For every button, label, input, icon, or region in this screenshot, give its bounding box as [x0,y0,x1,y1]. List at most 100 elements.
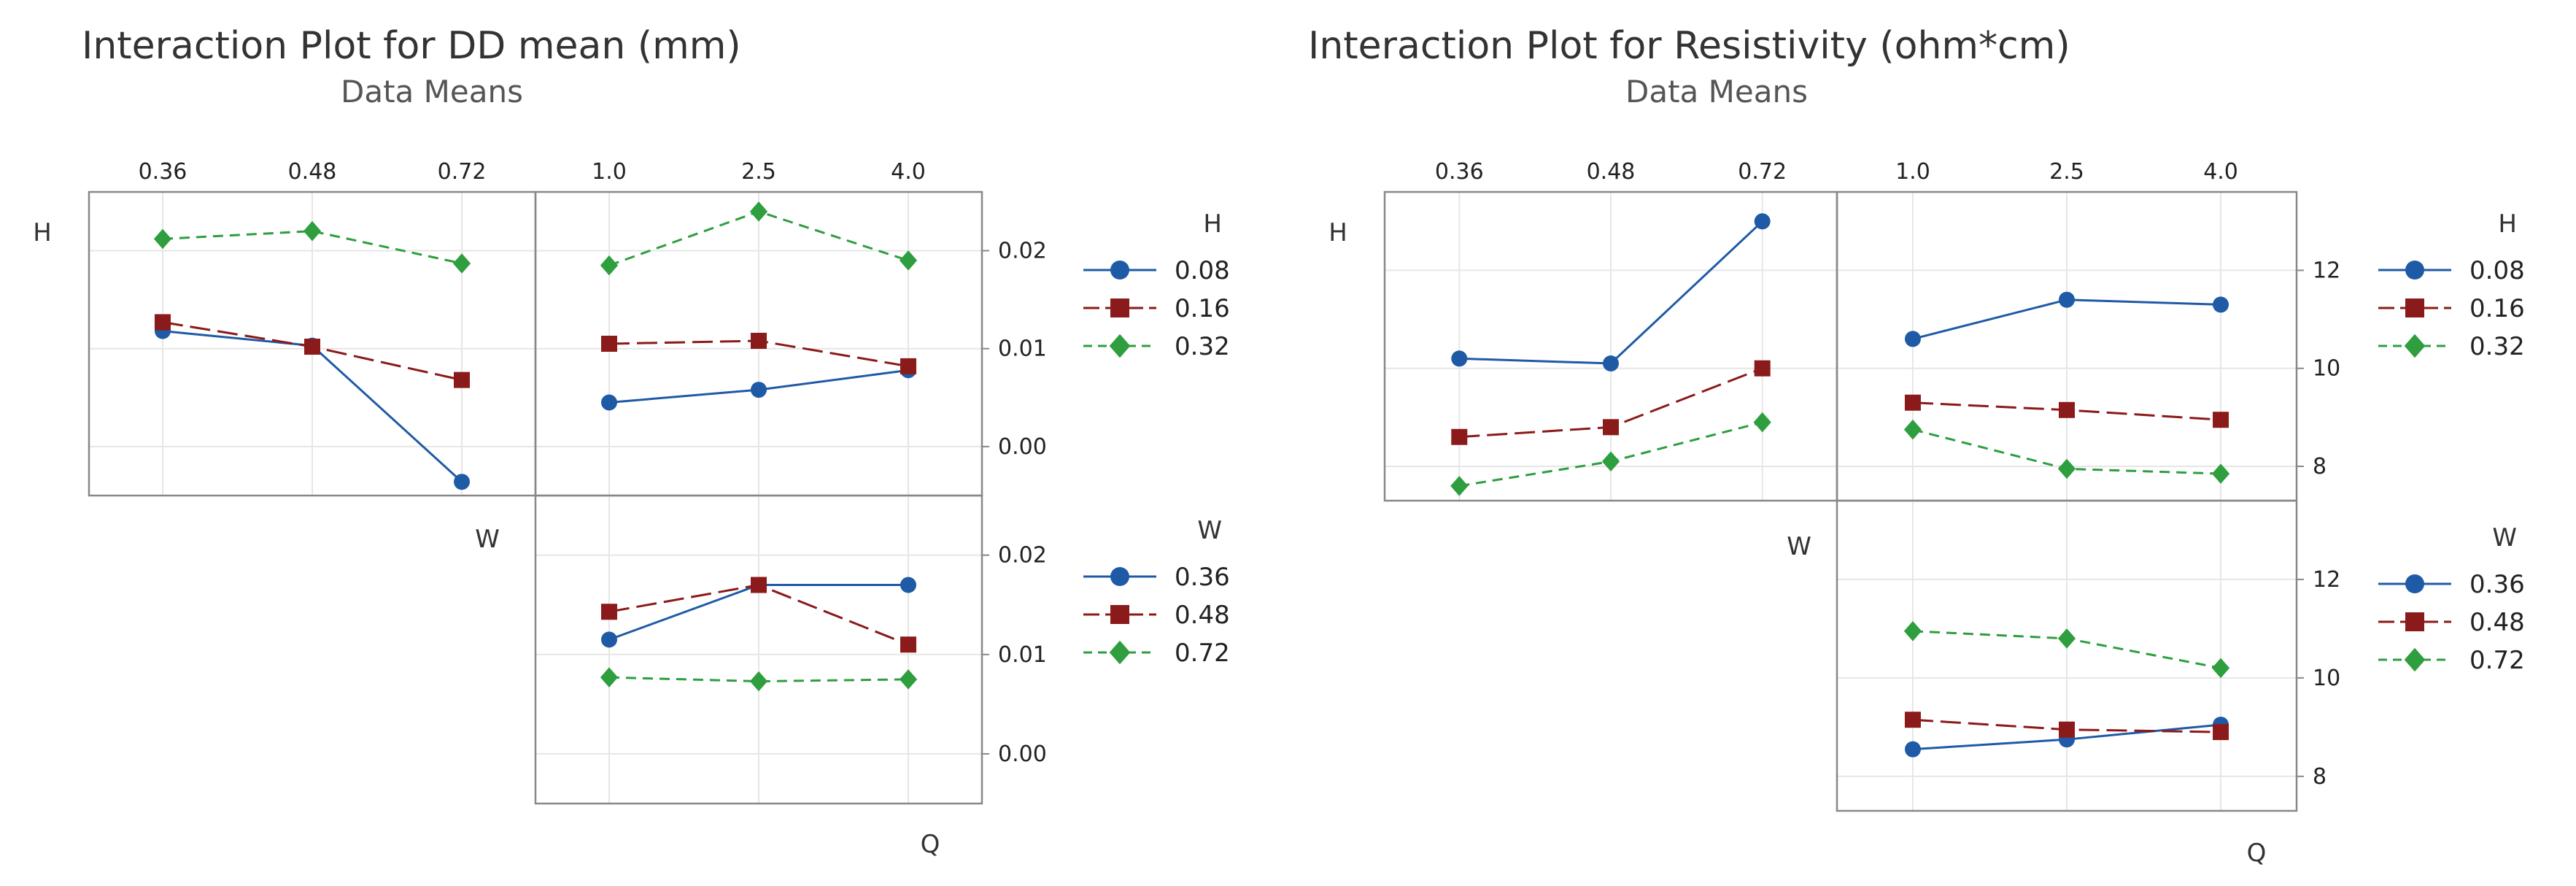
chart1-subtitle: Data Means [341,74,523,109]
chart1-w-by-q-point-0.48-1 [751,577,767,593]
chart2-legend-h-label-1: 0.16 [2469,294,2525,323]
chart1-ytick-1-1: 0.01 [998,642,1047,668]
chart2-h-by-w-point-0.16-0 [1451,428,1468,445]
chart2-h-by-q-point-0.08-1 [2059,291,2075,308]
chart1-w-tick-0: 0.36 [139,159,187,185]
chart2-h-by-w-point-0.32-0 [1450,476,1469,496]
chart2-q-tick-0: 1.0 [1895,159,1930,185]
chart2-h-by-w-point-0.08-0 [1451,350,1468,367]
chart1-h-by-w-point-0.16-1 [304,339,320,355]
chart1-legend-h-label-2: 0.32 [1175,332,1230,361]
chart1-w-by-q-point-0.36-0 [600,631,617,648]
chart1-legend-h-title: H [1203,209,1222,239]
chart2-w-by-q-point-0.48-1 [2059,721,2075,738]
chart2-legend-w-title: W [2492,523,2517,552]
chart1-h-by-q-point-0.16-2 [900,358,917,374]
chart1-title: Interaction Plot for DD mean (mm) [82,24,741,68]
chart1-ytick-1-2: 0.02 [998,543,1047,569]
chart2-h-by-q-point-0.16-2 [2213,412,2229,428]
chart1-q-tick-0: 1.0 [592,159,627,185]
chart2-legend-h-label-2: 0.32 [2469,332,2525,361]
chart1-w-tick-1: 0.48 [288,159,337,185]
chart2-h-by-w-point-0.32-1 [1601,451,1620,472]
chart2-legend-w-marker-2 [2404,647,2426,672]
chart2-ytick-1-0: 8 [2313,764,2326,790]
chart2-w-by-q-frame [1836,499,2298,812]
chart2-w-tick-0: 0.36 [1435,159,1484,185]
chart2-legend-h-title: H [2498,209,2517,239]
chart1-h-by-q-point-0.08-0 [600,394,617,411]
chart1-q-tick-2: 4.0 [891,159,926,185]
chart2-w-by-q-point-0.72-1 [2057,628,2076,649]
chart1-legend-w-marker-1 [1110,605,1129,624]
chart2-h-by-q-point-0.32-0 [1903,419,1922,440]
chart2-w-by-q-point-0.48-0 [1904,712,1921,728]
chart2-h-by-w-point-0.16-1 [1603,419,1619,436]
chart1-h-by-w-line-0.32 [162,230,463,265]
chart1-w-by-q-point-0.72-1 [749,671,768,692]
chart1-factor-q-label: Q [921,830,940,859]
chart1-factor-h-label: H [33,218,52,247]
chart2-legend-w-label-2: 0.72 [2469,646,2525,675]
chart2-subtitle: Data Means [1625,74,1808,109]
chart2-h-by-w-point-0.08-2 [1754,213,1771,230]
chart2-legend-h-marker-0 [2405,261,2424,280]
chart2-h-by-w-point-0.16-2 [1754,360,1771,377]
chart2-h-by-q-point-0.32-2 [2211,463,2230,484]
chart1-legend-h-label-1: 0.16 [1175,294,1230,323]
chart1-h-by-w-point-0.32-2 [452,253,471,274]
chart2-legend-w-label-1: 0.48 [2469,608,2525,637]
chart2-title: Interaction Plot for Resistivity (ohm*cm… [1308,24,2070,68]
chart1-legend-h-marker-1 [1110,298,1129,317]
chart1-w-by-q-point-0.36-2 [900,577,917,593]
chart2-q-tick-2: 4.0 [2203,159,2238,185]
chart1-ytick-0-0: 0.00 [998,434,1047,460]
chart2-legend-h-marker-2 [2404,334,2426,358]
chart1-h-by-w-point-0.32-1 [303,220,322,242]
chart1-legend-w-marker-0 [1110,567,1129,586]
chart2-w-by-q-point-0.72-2 [2211,658,2230,679]
chart2-factor-w-label: W [1787,532,1811,561]
chart2-h-by-q-point-0.08-0 [1904,331,1921,347]
chart1-ytick-0-2: 0.02 [998,239,1047,264]
chart2-factor-h-label: H [1328,218,1347,247]
chart2-h-by-q-point-0.16-0 [1904,394,1921,411]
chart2-legend-w-label-0: 0.36 [2469,570,2525,599]
chart1-h-by-q-point-0.16-0 [600,336,617,352]
chart1-factor-w-label: W [475,525,500,554]
chart1-h-by-w-point-0.16-2 [454,371,471,388]
chart1-legend-w-label-0: 0.36 [1175,563,1230,592]
chart2-ytick-0-0: 8 [2313,454,2326,479]
chart1-legend-w-label-2: 0.72 [1175,639,1230,668]
chart1-h-by-w-point-0.16-0 [154,314,171,331]
chart1-legend-h-marker-0 [1110,261,1129,280]
chart2-legend-h-label-0: 0.08 [2469,256,2525,285]
chart1-w-by-q-point-0.72-2 [899,669,918,690]
chart1-h-by-q-point-0.32-1 [749,201,768,222]
chart1-ytick-0-1: 0.01 [998,336,1047,362]
chart1-h-by-q-point-0.08-1 [751,382,767,398]
chart1-h-by-q-point-0.32-0 [600,255,619,276]
chart1-w-by-q-point-0.48-0 [600,604,617,620]
chart1-legend-w-marker-2 [1109,640,1131,665]
chart2-h-by-q-point-0.16-1 [2059,401,2075,418]
chart2-h-by-w-point-0.32-2 [1753,412,1771,433]
chart1-legend-h-marker-2 [1109,334,1131,358]
chart2-h-by-q-point-0.32-1 [2057,458,2076,479]
chart1-w-by-q-point-0.72-0 [600,667,619,687]
chart1-ytick-1-0: 0.00 [998,741,1047,767]
chart2-ytick-0-2: 12 [2313,258,2340,283]
chart2-legend-w-marker-1 [2405,612,2424,631]
chart2-ytick-1-1: 10 [2313,666,2340,691]
chart2-legend-w-marker-0 [2405,574,2424,593]
chart1-h-by-w-point-0.32-0 [153,228,172,250]
chart2-h-by-q-point-0.08-2 [2213,296,2229,313]
chart1-h-by-q-point-0.16-1 [751,332,767,349]
chart2-w-by-q-point-0.72-0 [1903,621,1922,642]
chart2-w-by-q-point-0.48-2 [2213,724,2229,741]
chart1-legend-w-label-1: 0.48 [1175,601,1230,630]
chart2-w-by-q-point-0.36-0 [1904,741,1921,758]
chart2-w-tick-1: 0.48 [1587,159,1636,185]
chart1-w-by-q-frame [534,494,983,805]
